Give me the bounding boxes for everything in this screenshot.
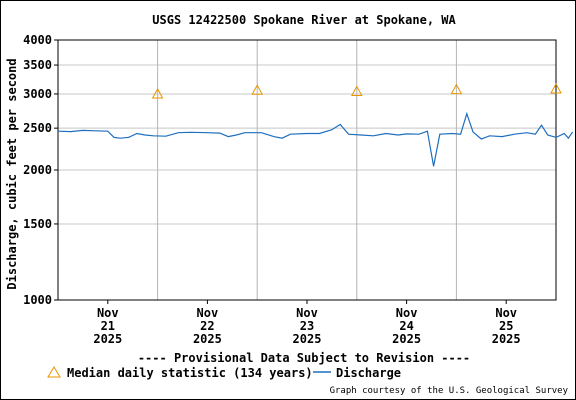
x-tick-label: 22	[200, 319, 214, 333]
x-tick-label: 24	[399, 319, 413, 333]
median-marker	[151, 87, 164, 99]
y-tick-label: 4000	[23, 33, 52, 47]
x-tick-label: Nov	[197, 306, 219, 320]
x-tick-label: 2025	[293, 332, 322, 346]
x-tick-label: 2025	[193, 332, 222, 346]
chart-title: USGS 12422500 Spokane River at Spokane, …	[152, 13, 456, 27]
x-tick-label: 21	[101, 319, 115, 333]
y-tick-label: 3000	[23, 87, 52, 101]
legend-median-label: Median daily statistic (134 years)	[67, 366, 313, 380]
y-tick-layer: 1000 1500 2000 2500 3000 3500 4000	[23, 33, 58, 307]
y-tick-label: 1000	[23, 293, 52, 307]
x-tick-layer: Nov212025Nov222025Nov232025Nov242025Nov2…	[93, 300, 521, 346]
x-tick-label: 2025	[492, 332, 521, 346]
x-tick-label: 23	[300, 319, 314, 333]
legend-discharge-label: Discharge	[336, 366, 401, 380]
x-tick-label: Nov	[396, 306, 418, 320]
series-layer	[57, 111, 574, 167]
y-tick-label: 3500	[23, 58, 52, 72]
median-marker	[350, 85, 363, 96]
x-tick-label: Nov	[97, 306, 119, 320]
median-marker-layer	[151, 82, 562, 99]
x-tick-label: 2025	[93, 332, 122, 346]
median-marker	[450, 83, 463, 95]
x-tick-label: 2025	[392, 332, 421, 346]
credit-text: Graph courtesy of the U.S. Geological Su…	[330, 386, 569, 396]
y-tick-label: 1500	[23, 217, 52, 231]
x-tick-label: 25	[499, 319, 513, 333]
discharge-line	[57, 111, 574, 167]
median-marker	[550, 82, 562, 94]
y-tick-label: 2000	[23, 163, 52, 177]
y-tick-label: 2500	[23, 121, 52, 135]
x-tick-label: Nov	[495, 306, 517, 320]
y-axis-label: Discharge, cubic feet per second	[5, 58, 19, 289]
provisional-banner: ---- Provisional Data Subject to Revisio…	[138, 351, 470, 365]
median-marker	[251, 84, 264, 95]
legend-median-triangle-icon	[47, 366, 61, 378]
x-tick-label: Nov	[296, 306, 318, 320]
grid-layer	[57, 39, 556, 301]
